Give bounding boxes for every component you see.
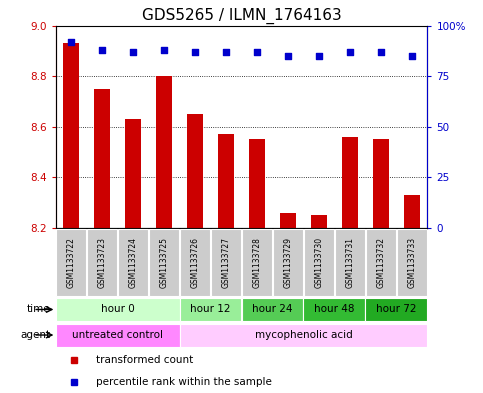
- Text: untreated control: untreated control: [72, 330, 163, 340]
- Bar: [56, 229, 86, 296]
- Point: [129, 49, 137, 55]
- Bar: [87, 229, 117, 296]
- Bar: [94, 89, 110, 228]
- Text: GSM1133725: GSM1133725: [159, 237, 169, 288]
- Text: GSM1133727: GSM1133727: [222, 237, 230, 288]
- Text: hour 48: hour 48: [314, 305, 355, 314]
- Text: GSM1133729: GSM1133729: [284, 237, 293, 288]
- Bar: [273, 229, 303, 296]
- Point: [284, 53, 292, 59]
- Point: [377, 49, 385, 55]
- Text: GSM1133722: GSM1133722: [67, 237, 75, 288]
- Bar: [404, 195, 420, 228]
- Bar: [149, 229, 179, 296]
- Bar: [303, 298, 366, 321]
- Bar: [249, 140, 265, 228]
- Title: GDS5265 / ILMN_1764163: GDS5265 / ILMN_1764163: [142, 8, 341, 24]
- Text: GSM1133724: GSM1133724: [128, 237, 138, 288]
- Point: [160, 47, 168, 53]
- Bar: [311, 215, 327, 228]
- Bar: [156, 76, 172, 228]
- Bar: [211, 229, 241, 296]
- Bar: [280, 213, 296, 228]
- Text: hour 24: hour 24: [252, 305, 293, 314]
- Bar: [63, 43, 79, 228]
- Text: agent: agent: [21, 330, 51, 340]
- Point: [346, 49, 354, 55]
- Point: [315, 53, 323, 59]
- Text: GSM1133732: GSM1133732: [376, 237, 385, 288]
- Text: GSM1133731: GSM1133731: [345, 237, 355, 288]
- Text: transformed count: transformed count: [97, 355, 194, 365]
- Bar: [335, 229, 365, 296]
- Text: GSM1133728: GSM1133728: [253, 237, 261, 288]
- Bar: [180, 323, 427, 347]
- Text: hour 12: hour 12: [190, 305, 231, 314]
- Point: [67, 39, 75, 45]
- Point: [98, 47, 106, 53]
- Text: GSM1133730: GSM1133730: [314, 237, 324, 288]
- Bar: [187, 114, 203, 228]
- Bar: [218, 134, 234, 228]
- Bar: [373, 140, 389, 228]
- Bar: [180, 298, 242, 321]
- Bar: [366, 298, 427, 321]
- Bar: [56, 298, 180, 321]
- Text: time: time: [27, 305, 51, 314]
- Text: GSM1133726: GSM1133726: [190, 237, 199, 288]
- Bar: [242, 229, 272, 296]
- Text: mycophenolic acid: mycophenolic acid: [255, 330, 353, 340]
- Bar: [304, 229, 334, 296]
- Text: hour 72: hour 72: [376, 305, 417, 314]
- Text: hour 0: hour 0: [100, 305, 134, 314]
- Bar: [56, 323, 180, 347]
- Bar: [397, 229, 427, 296]
- Point: [408, 53, 416, 59]
- Bar: [118, 229, 148, 296]
- Text: GSM1133733: GSM1133733: [408, 237, 416, 288]
- Text: GSM1133723: GSM1133723: [98, 237, 107, 288]
- Bar: [342, 137, 358, 228]
- Point: [191, 49, 199, 55]
- Bar: [242, 298, 303, 321]
- Bar: [366, 229, 396, 296]
- Text: percentile rank within the sample: percentile rank within the sample: [97, 377, 272, 387]
- Bar: [180, 229, 210, 296]
- Point: [222, 49, 230, 55]
- Point: [253, 49, 261, 55]
- Bar: [125, 119, 141, 228]
